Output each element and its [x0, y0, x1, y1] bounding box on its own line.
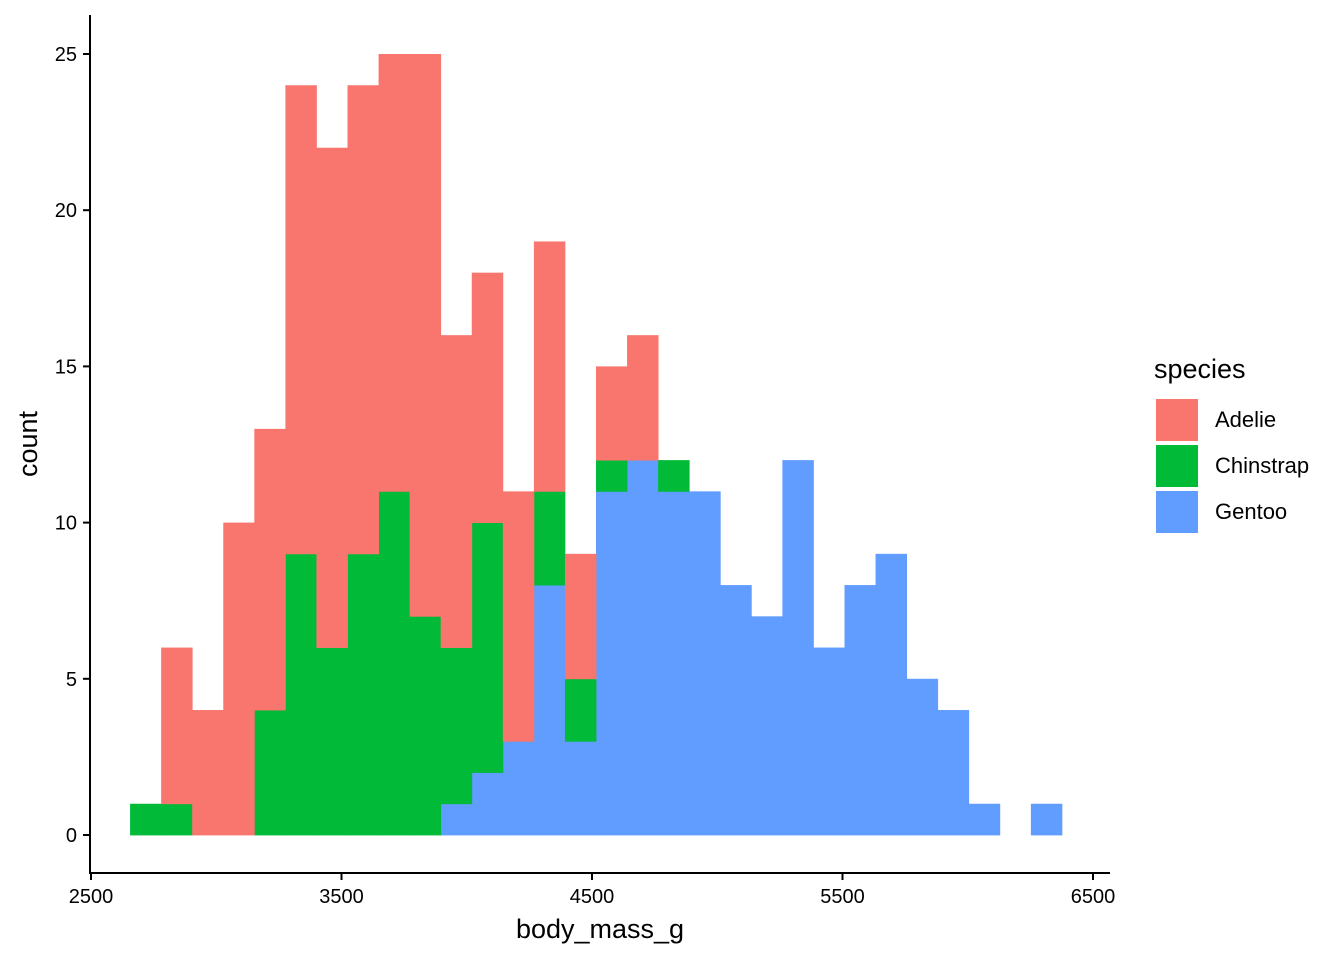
- bar-gentoo-15: [596, 491, 628, 836]
- bar-adelie-1: [161, 647, 193, 805]
- y-tick-label: 10: [55, 513, 77, 535]
- x-tick-label: 3500: [319, 886, 364, 908]
- bar-adelie-2: [192, 710, 224, 836]
- y-tick-label: 25: [55, 44, 77, 66]
- bar-chinstrap-5: [285, 553, 317, 836]
- bar-chinstrap-13: [533, 491, 566, 586]
- bar-chinstrap-9: [409, 616, 442, 836]
- bar-gentoo-26: [937, 710, 970, 836]
- legend-label-adelie: Adelie: [1215, 407, 1276, 432]
- bar-adelie-9: [409, 54, 442, 617]
- legend-key-gentoo: [1156, 491, 1198, 533]
- bar-gentoo-17: [658, 491, 690, 836]
- x-tick-label: 6500: [1071, 886, 1116, 908]
- bar-adelie-12: [502, 491, 535, 742]
- bar-chinstrap-4: [254, 710, 286, 836]
- bar-chinstrap-7: [347, 553, 379, 836]
- x-axis-title: body_mass_g: [516, 914, 684, 944]
- legend: species Adelie Chinstrap Gentoo: [1154, 354, 1309, 533]
- legend-label-chinstrap: Chinstrap: [1215, 453, 1309, 478]
- legend-title: species: [1154, 354, 1246, 384]
- bar-gentoo-16: [627, 460, 659, 836]
- bar-adelie-13: [533, 241, 566, 492]
- y-axis-title: count: [13, 410, 43, 477]
- y-tick-label: 5: [66, 669, 77, 691]
- bar-chinstrap-0: [130, 803, 162, 836]
- y-tick-label: 0: [66, 825, 77, 847]
- y-tick-label: 20: [55, 200, 77, 222]
- bar-gentoo-22: [813, 647, 845, 836]
- bar-gentoo-11: [471, 772, 504, 836]
- bar-adelie-14: [564, 553, 597, 680]
- bar-adelie-7: [347, 85, 379, 555]
- bar-adelie-10: [440, 335, 473, 648]
- bar-chinstrap-14: [564, 678, 597, 742]
- bar-gentoo-25: [906, 678, 939, 836]
- bar-gentoo-10: [440, 803, 473, 836]
- bar-chinstrap-6: [316, 647, 348, 836]
- x-tick-label: 4500: [570, 886, 615, 908]
- bar-gentoo-27: [968, 803, 1001, 836]
- y-tick-label: 15: [55, 356, 77, 378]
- bar-adelie-8: [378, 54, 411, 492]
- bar-adelie-5: [285, 85, 317, 555]
- bar-chinstrap-1: [161, 803, 193, 836]
- bar-gentoo-20: [751, 616, 783, 836]
- bar-chinstrap-8: [378, 491, 411, 836]
- legend-key-chinstrap: [1156, 445, 1198, 487]
- bar-gentoo-14: [564, 741, 597, 836]
- bar-gentoo-13: [533, 585, 566, 836]
- bar-adelie-11: [471, 272, 504, 523]
- y-ticks: 0 5 10 15 20 25: [55, 44, 90, 847]
- x-ticks: 2500 3500 4500 5500 6500: [69, 873, 1116, 908]
- bar-chinstrap-10: [440, 647, 473, 805]
- bar-chinstrap-15: [596, 460, 628, 492]
- bars-layer: [130, 54, 1063, 836]
- bar-gentoo-24: [875, 553, 908, 836]
- bar-adelie-3: [223, 522, 255, 836]
- bar-adelie-16: [627, 335, 659, 461]
- bar-gentoo-23: [844, 585, 876, 836]
- bar-chinstrap-17: [658, 460, 690, 492]
- x-tick-label: 2500: [69, 886, 114, 908]
- bar-chinstrap-11: [471, 522, 504, 773]
- bar-adelie-4: [254, 428, 286, 711]
- bar-gentoo-18: [689, 491, 721, 836]
- bar-adelie-15: [596, 366, 628, 461]
- bar-gentoo-29: [1030, 803, 1063, 836]
- x-tick-label: 5500: [820, 886, 865, 908]
- bar-gentoo-19: [720, 585, 752, 836]
- legend-key-adelie: [1156, 399, 1198, 441]
- legend-label-gentoo: Gentoo: [1215, 499, 1287, 524]
- bar-gentoo-12: [502, 741, 535, 836]
- bar-adelie-6: [316, 147, 348, 648]
- bar-gentoo-21: [782, 460, 814, 836]
